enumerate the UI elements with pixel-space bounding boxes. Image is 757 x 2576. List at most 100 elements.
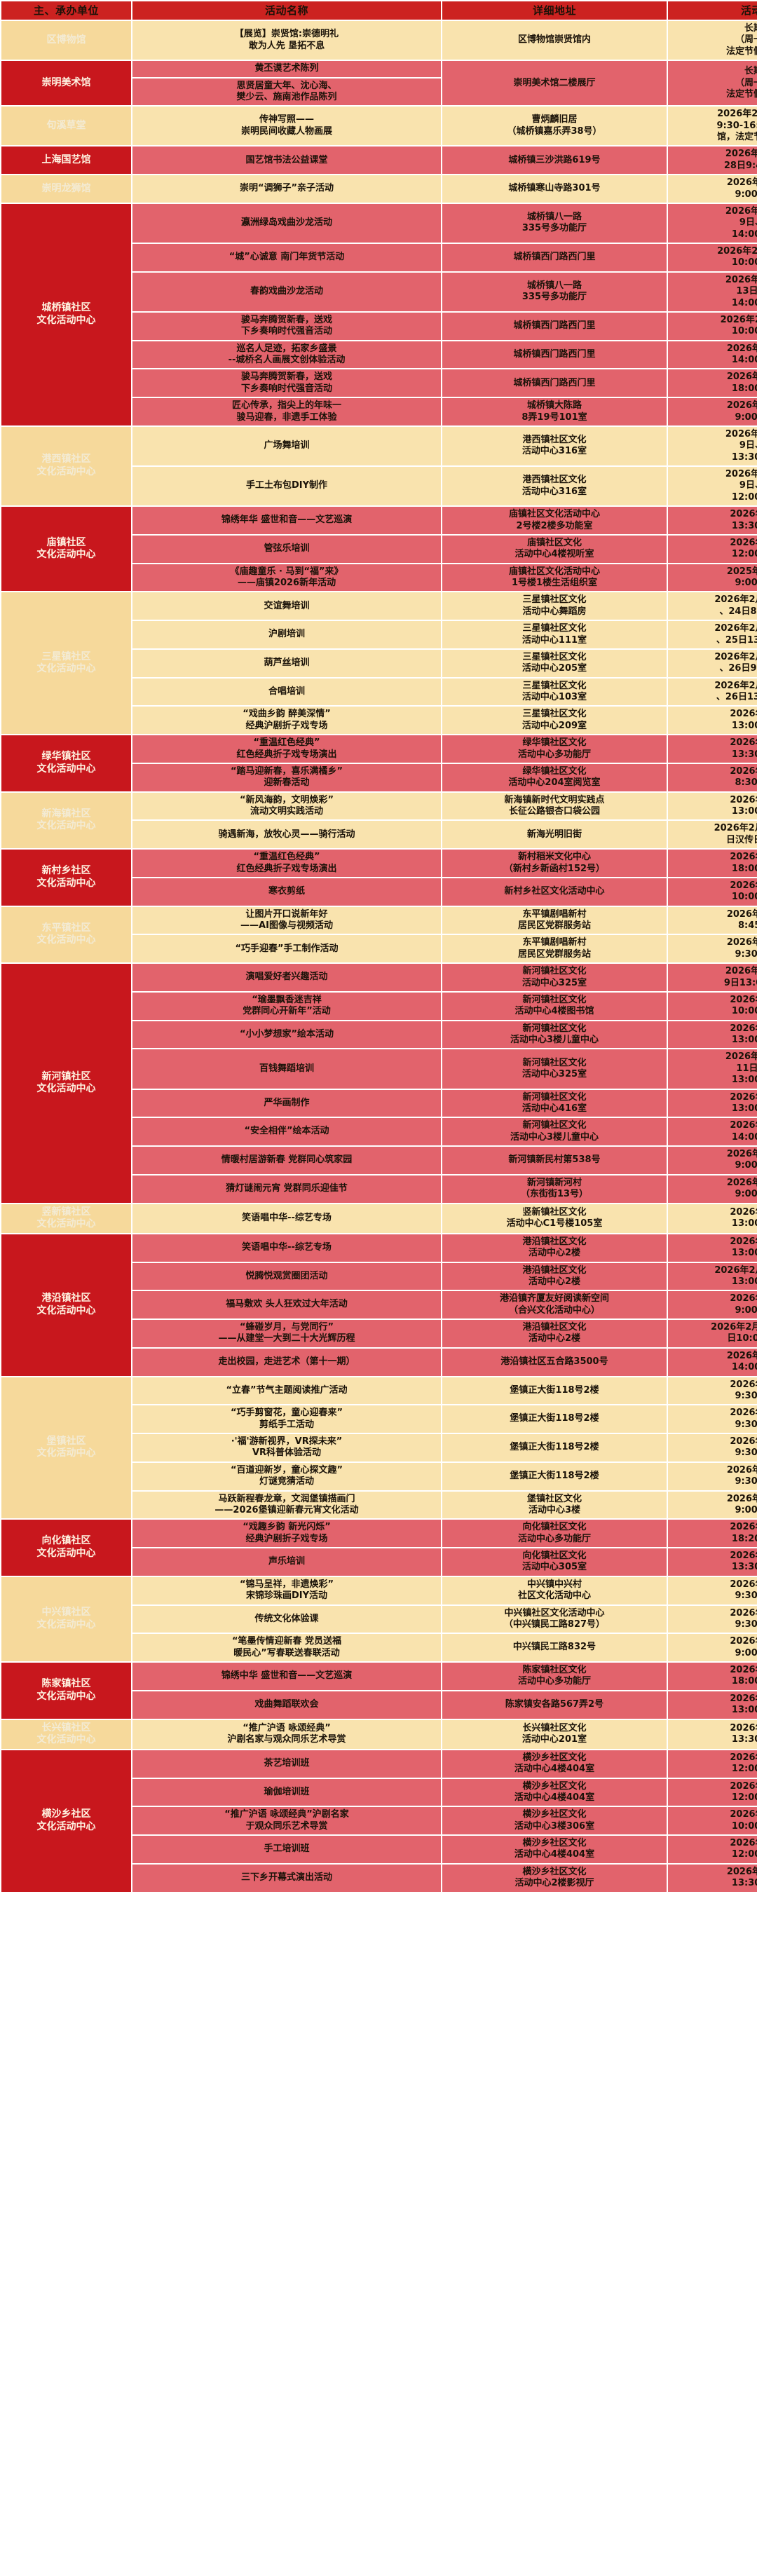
cell-address: 新河镇社区文化 活动中心3楼儿童中心 (442, 1118, 667, 1145)
cell-address: 城桥镇八一路 335号多功能厅 (442, 203, 667, 243)
cell-organizer: 长兴镇社区 文化活动中心 (1, 1719, 131, 1749)
cell-time: 2026年2月3日18:00-19:30 (668, 1663, 757, 1690)
cell-address: 新河镇新民村第538号 (442, 1147, 667, 1174)
table-row: 声乐培训向化镇社区文化活动中心305室2026年2月3日13:30-15:00 (1, 1548, 757, 1576)
cell-activity-name: 瀛洲绿岛戏曲沙龙活动 (132, 203, 441, 243)
cell-address: 港西镇社区文化 活动中心316室 (442, 426, 667, 465)
table-row: 上海国艺馆国艺馆书法公益课堂城桥镇三沙洪路619号2026年2月7日、28日9:… (1, 146, 757, 175)
cell-time: 2026年2月4日、11日、25日13:00-14:30 (668, 621, 757, 648)
cell-time: 2025年2月10日9:00-16:00 (668, 564, 757, 592)
cell-activity-name: 黄丕谟艺术陈列 (132, 61, 441, 77)
table-row: 新河镇社区 文化活动中心 演唱爱好者兴趣活动 新河镇社区文化 活动中心325室 2026年… (1, 964, 757, 1203)
table-row: 骏马奔腾贺新春，送戏下乡奏响时代强音活动城桥镇西门路西门里2026年2月14日1… (1, 369, 757, 397)
cell-address: 城桥镇西门路西门里 (442, 341, 667, 369)
table-row: 崇明龙狮馆崇明“调狮子”亲子活动城桥镇寒山寺路301号2026年2月10日9:0… (1, 175, 757, 203)
cell-organizer: 句溪草堂 (1, 107, 131, 146)
cell-activity-name: 骏马奔腾贺新春，送戏 下乡奏响时代强音活动 (132, 312, 441, 340)
table-row: 葫芦丝培训三星镇社区文化活动中心205室2026年2月5日、12日、26日9:0… (1, 649, 757, 677)
table-row: 港西镇社区文化活动中心广场舞培训港西镇社区文化活动中心316室2026年2月2日… (1, 426, 757, 506)
table-row: 三星镇社区文化活动中心交谊舞培训三星镇社区文化活动中心舞蹈房2026年2月3日、… (1, 592, 757, 735)
cell-organizer: 港沿镇社区 文化活动中心 (1, 1234, 131, 1376)
cell-time: 2026年2月22日9:00-10:00 (668, 1175, 757, 1203)
cell-address: 陈家镇安各路567弄2号 (442, 1691, 667, 1719)
cell-activity-name: 锦绣年华 盛世和音——文艺巡演 (132, 507, 441, 534)
table-row: “安全相伴”绘本活动新河镇社区文化活动中心3楼儿童中心2026年2月5日14:0… (1, 1118, 757, 1145)
cell-time: 2026年2月5日14:00-15:00 (668, 1118, 757, 1145)
table-row: “百道迎新岁，童心探文趣”灯谜竞猜活动堡镇正大街118号2楼2026年2月20日… (1, 1462, 757, 1490)
table-row: 长兴镇社区 文化活动中心 “推广沪语 咏颂经典” 沪剧名家与观众同乐艺术导赏 长兴镇社区… (1, 1719, 757, 1749)
cell-time: 长期展示（周一闭馆，法定节假日除外） (668, 21, 757, 60)
cell-activity-name: “戏曲乡韵 醉美深情” 经典沪剧折子戏专场 (132, 707, 441, 735)
table-row: 寒衣剪纸新村乡社区文化活动中心2026年2月5日10:00-11:00 (1, 878, 757, 906)
cell-address: 新村乡社区文化活动中心 (442, 878, 667, 906)
table-row: 管弦乐培训庙镇社区文化活动中心4楼视听室2026年2月5日12:00-15:30 (1, 535, 757, 563)
cell-organizer: 陈家镇社区 文化活动中心 (1, 1663, 131, 1719)
cell-activity-name: 匠心传承，指尖上的年味一 骏马迎春，非遗手工体验 (132, 398, 441, 425)
cell-address: 横沙乡社区文化 活动中心2楼影视厅 (442, 1864, 667, 1892)
cell-address: 庙镇社区文化 活动中心4楼视听室 (442, 535, 667, 563)
header-time: 活动时间 (668, 1, 757, 20)
table-row: 新海镇社区 文化活动中心 “新风海韵，文明焕彩” 流动文明实践活动 新海镇新时代文明实践… (1, 792, 757, 849)
cell-activity-name: 笑语唱中华--综艺专场 (132, 1234, 441, 1262)
cell-activity-name: “推广沪语 咏颂经典”沪剧名家 于观众同乐艺术导赏 (132, 1807, 441, 1834)
cell-activity-name: 手工培训班 (132, 1836, 441, 1863)
table-row: 匠心传承，指尖上的年味一 骏马迎春，非遗手工体验 城桥镇大陈路 8弄19号101室 20… (1, 398, 757, 425)
cell-address: 庙镇社区文化活动中心 2号楼2楼多功能室 (442, 507, 667, 534)
cell-activity-name: 交谊舞培训 (132, 592, 441, 620)
cell-address: 新海光明旧街 (442, 821, 667, 849)
cell-address: 港沿镇社区五合路3500号 (442, 1348, 667, 1376)
table-row: 巡名人足迹，拓家乡盛景--城桥名人画展文创体验活动城桥镇西门路西门里2026年2… (1, 341, 757, 369)
cell-time: 2026年2月25日14:00-17:00 (668, 1348, 757, 1376)
table-row: “推广沪语 咏颂经典”沪剧名家 于观众同乐艺术导赏 横沙乡社区文化 活动中心3楼306… (1, 1807, 757, 1834)
cell-activity-name: “推广沪语 咏颂经典” 沪剧名家与观众同乐艺术导赏 (132, 1719, 441, 1749)
cell-activity-name: 百钱舞蹈培训 (132, 1049, 441, 1089)
cell-time: 2026年2月4日10:00-11:00 (668, 1807, 757, 1834)
cell-time: 2026年2月2日、9日、23日14:00-15:00 (668, 203, 757, 243)
cell-organizer: 中兴镇社区 文化活动中心 (1, 1576, 131, 1661)
cell-time: 2026年2月7日9:00-10:00 (668, 1291, 757, 1318)
cell-activity-name: 传统文化体验课 (132, 1605, 441, 1633)
cell-activity-name: 广场舞培训 (132, 426, 441, 465)
table-row: 竖新镇社区 文化活动中心 笑语唱中华--综艺专场 竖新镇社区文化 活动中心C1号楼105… (1, 1204, 757, 1233)
cell-address: 中兴镇中兴村 社区文化活动中心 (442, 1576, 667, 1604)
cell-activity-name: 手工土布包DIY制作 (132, 467, 441, 506)
table-row: 骑遇新海，放牧心灵——骑行活动新海光明旧街2026年2月1日-2月24日汉传日及… (1, 821, 757, 849)
table-row: “踏马迎新春，喜乐满橘乡” 迎新春活动 绿华镇社区文化 活动中心204室阅览室 2026… (1, 763, 757, 791)
table-row: 戏曲舞蹈联欢会陈家镇安各路567弄2号2026年2月5日13:00-14:30文… (1, 1691, 757, 1719)
cell-activity-name: “立春”节气主题阅读推广活动 (132, 1377, 441, 1405)
cell-organizer: 竖新镇社区 文化活动中心 (1, 1204, 131, 1233)
cell-address: 竖新镇社区文化 活动中心C1号楼105室 (442, 1204, 667, 1233)
cell-activity-name: 三下乡开幕式演出活动 (132, 1864, 441, 1892)
table-row: 中兴镇社区 文化活动中心 “锦马呈祥，非遗焕彩” 宋锦珍珠画DIY活动 中兴镇中兴村 社区… (1, 1576, 757, 1661)
cell-time: 2026年2月20日9:30-11:00 (668, 1462, 757, 1490)
cell-organizer: 上海国艺馆 (1, 146, 131, 175)
cell-organizer: 新海镇社区 文化活动中心 (1, 792, 131, 849)
cell-time: 2026年2月6日9:00-10:00 (668, 1634, 757, 1661)
cell-activity-name: 骑遇新海，放牧心灵——骑行活动 (132, 821, 441, 849)
table-row: 庙镇社区 文化活动中心 锦绣年华 盛世和音——文艺巡演 庙镇社区文化活动中心 2号楼2楼… (1, 507, 757, 592)
table-row: 瑜伽培训班横沙乡社区文化活动中心4楼404室2026年2月3日12:00-13:… (1, 1778, 757, 1806)
cell-activity-name: 情暖村居游新春 党群同心筑家园 (132, 1147, 441, 1174)
cell-time: 2026年2月10日13:30-14:30 (668, 1864, 757, 1892)
cell-address: 城桥镇大陈路 8弄19号101室 (442, 398, 667, 425)
cell-activity-name: “新风海韵，文明焕彩” 流动文明实践活动 (132, 792, 441, 820)
cell-organizer: 港西镇社区 文化活动中心 (1, 426, 131, 506)
cell-activity-name: 戏曲舞蹈联欢会 (132, 1691, 441, 1719)
cell-time: 2026年2月9日8:30-16:00 (668, 763, 757, 791)
table-row: 传统文化体验课中兴镇社区文化活动中心（中兴镇民工路827号）2026年2月3日9… (1, 1605, 757, 1633)
cell-activity-name: “重温红色经典” 红色经典折子戏专场演出 (132, 850, 441, 877)
cell-activity-name: 锦绣中华 盛世和音——文艺巡演 (132, 1663, 441, 1690)
cell-activity-name: 悦腾悦观赏圈团活动 (132, 1262, 441, 1290)
cell-activity-name: 崇明“调狮子”亲子活动 (132, 175, 441, 203)
cell-address: 三星镇社区文化 活动中心205室 (442, 649, 667, 677)
cell-activity-name: 演唱爱好者兴趣活动 (132, 964, 441, 991)
table-row: 向化镇社区 文化活动中心 “戏趣乡韵 新光闪烁” 经典沪剧折子戏专场 向化镇社区文化 活动… (1, 1520, 757, 1576)
cell-time: 2026年2月3日13:30-14:30 (668, 1719, 757, 1749)
table-row: 沪剧培训三星镇社区文化活动中心111室2026年2月4日、11日、25日13:0… (1, 621, 757, 648)
cell-organizer: 堡镇社区 文化活动中心 (1, 1377, 131, 1519)
table-row: 城桥镇社区 文化活动中心 瀛洲绿岛戏曲沙龙活动 城桥镇八一路 335号多功能厅 2026年… (1, 203, 757, 425)
cell-activity-name: 巡名人足迹，拓家乡盛景 --城桥名人画展文创体验活动 (132, 341, 441, 369)
cell-address: 堡镇正大街118号2楼 (442, 1462, 667, 1490)
table-row: 福马敷欢 头人狂欢过大年活动 港沿镇齐厦友好阅读新空间 （合兴文化活动中心） 2026… (1, 1291, 757, 1318)
